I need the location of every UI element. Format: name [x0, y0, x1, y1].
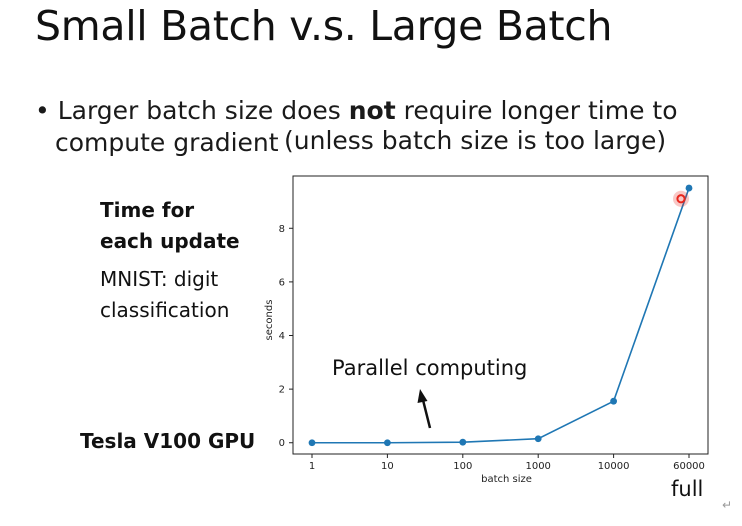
x-tick-label: 10: [381, 461, 394, 472]
y-tick-label: 0: [279, 438, 285, 449]
bullet-line-1: • Larger batch size does not require lon…: [35, 96, 678, 125]
mnist-label-line2: classification: [100, 298, 230, 322]
data-point: [308, 439, 316, 447]
data-point: [459, 438, 467, 446]
slide-title: Small Batch v.s. Large Batch: [35, 2, 613, 50]
y-tick-label: 4: [279, 331, 285, 342]
bullet-line-2: compute gradient: [55, 128, 279, 157]
return-mark: ↵: [721, 498, 732, 512]
parallel-computing-annotation: Parallel computing: [332, 356, 528, 380]
y-tick-label: 8: [279, 224, 285, 235]
x-tick-label: 1000: [525, 461, 550, 472]
arrow-head: [417, 389, 428, 403]
bullet-text-bold: not: [348, 96, 396, 125]
bullet-paren: (unless batch size is too large): [284, 126, 667, 155]
mnist-label-line1: MNIST: digit: [100, 267, 219, 291]
x-tick-label: 1: [309, 461, 315, 472]
data-point: [534, 435, 542, 443]
series-line: [312, 187, 690, 444]
x-axis-label: batch size: [481, 474, 532, 485]
full-label: full: [671, 477, 704, 501]
y-tick-label: 6: [279, 277, 285, 288]
time-label-line2: each update: [100, 229, 240, 253]
plot-frame: [292, 175, 709, 455]
x-tick-label: 10000: [598, 461, 630, 472]
gpu-label: Tesla V100 GPU: [80, 429, 256, 453]
y-axis-label: seconds: [264, 300, 275, 341]
arrow-shaft: [421, 399, 432, 429]
highlight-marker: [676, 194, 686, 204]
data-point: [685, 184, 693, 192]
bullet-text-rest: require longer time to: [395, 96, 678, 125]
time-label-line1: Time for: [100, 198, 195, 222]
data-point: [384, 439, 391, 447]
highlight-glow: [673, 190, 689, 207]
bullet-line2-text: compute gradient: [55, 128, 279, 157]
x-tick-label: 100: [453, 461, 472, 472]
bullet-dot: •: [35, 96, 50, 125]
x-tick-label: 60000: [673, 461, 705, 472]
data-point: [610, 397, 617, 405]
y-tick-label: 2: [279, 385, 285, 396]
bullet-text-prefix: Larger batch size does: [57, 96, 349, 125]
